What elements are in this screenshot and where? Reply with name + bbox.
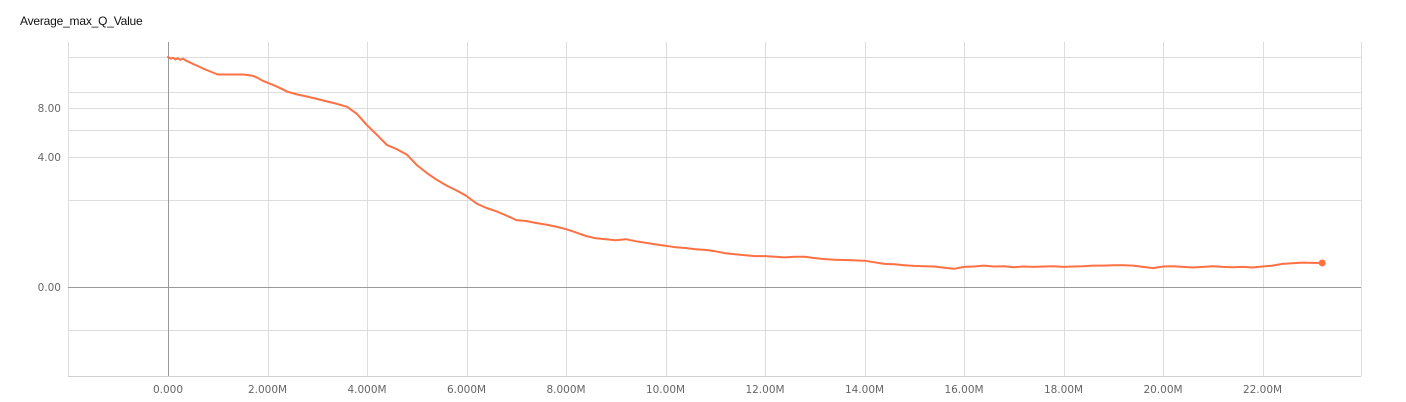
x-tick-label: 10.00M [646,384,685,396]
x-tick-label: 18.00M [1044,384,1083,396]
x-tick-label: 6.000M [447,384,486,396]
x-tick-label: 0.000 [153,384,183,396]
series-end-point [1318,259,1326,267]
y-tick-label: 4.00 [38,152,61,164]
x-tick-label: 20.00M [1143,384,1182,396]
x-tick-label: 2.000M [248,384,287,396]
x-tick-label: 14.00M [845,384,884,396]
chart-title: Average_max_Q_Value [20,14,143,28]
y-tick-label: 8.00 [38,103,61,115]
series-line [167,56,1324,270]
x-tick-label: 4.000M [347,384,386,396]
x-tick-label: 22.00M [1243,384,1282,396]
y-tick-label: 0.00 [38,282,61,294]
x-tick-label: 8.000M [546,384,585,396]
x-tick-label: 12.00M [745,384,784,396]
x-tick-label: 16.00M [944,384,983,396]
